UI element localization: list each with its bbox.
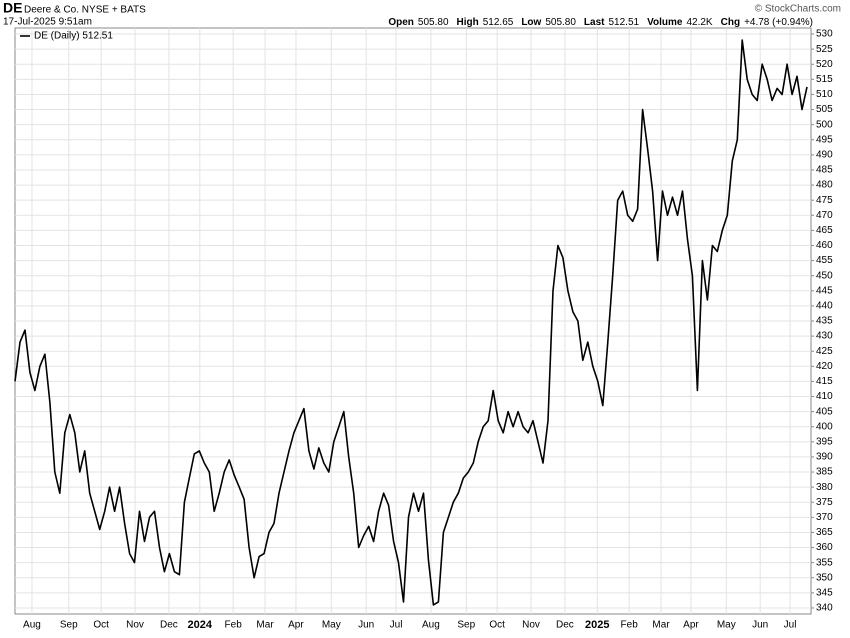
y-tick-label: 355 (816, 557, 833, 568)
y-tick-label: 390 (816, 452, 833, 463)
y-tick-label: 520 (816, 59, 833, 70)
x-tick-label: Dec (160, 620, 178, 631)
watermark: © StockCharts.com (755, 4, 841, 15)
x-tick-label: Oct (489, 620, 505, 631)
symbol: DE (3, 0, 22, 16)
x-tick-label: Aug (422, 620, 440, 631)
x-tick-label: Dec (556, 620, 574, 631)
x-tick-label: Feb (225, 620, 243, 631)
x-tick-label: Jul (390, 620, 403, 631)
quote-label: Volume (647, 17, 683, 28)
y-tick-label: 530 (816, 29, 833, 40)
y-tick-label: 385 (816, 467, 833, 478)
timestamp: 17-Jul-2025 9:51am (3, 17, 92, 28)
y-tick-label: 360 (816, 542, 833, 553)
y-tick-label: 375 (816, 497, 833, 508)
x-tick-label: Jun (752, 620, 768, 631)
quote-label: Low (521, 17, 541, 28)
quote-value: 505.80 (545, 17, 576, 28)
x-tick-label: Mar (652, 620, 670, 631)
y-tick-label: 440 (816, 301, 833, 312)
quote-label: Open (388, 17, 414, 28)
y-tick-label: 500 (816, 119, 833, 130)
price-line (14, 39, 808, 606)
quote-label: Last (584, 17, 605, 28)
x-tick-label: May (717, 620, 736, 631)
y-tick-label: 475 (816, 195, 833, 206)
x-tick-label: Nov (522, 620, 540, 631)
x-tick-label: Jun (358, 620, 374, 631)
y-tick-label: 445 (816, 285, 833, 296)
y-tick-label: 340 (816, 603, 833, 614)
y-tick-label: 400 (816, 421, 833, 432)
y-tick-label: 405 (816, 406, 833, 417)
quote-value: +4.78 (+0.94%) (744, 17, 813, 28)
x-tick-label: May (322, 620, 341, 631)
y-tick-label: 370 (816, 512, 833, 523)
y-tick-label: 470 (816, 210, 833, 221)
x-tick-label: Apr (288, 620, 304, 631)
y-tick-label: 395 (816, 436, 833, 447)
quote-label: Chg (721, 17, 740, 28)
x-tick-label: Oct (93, 620, 109, 631)
x-tick-label: Feb (621, 620, 639, 631)
quote-label: High (457, 17, 479, 28)
x-tick-label: 2024 (188, 619, 213, 631)
legend-label: DE (Daily) 512.51 (34, 31, 113, 42)
quote-value: 512.65 (483, 17, 514, 28)
y-tick-label: 495 (816, 134, 833, 145)
y-tick-label: 415 (816, 376, 833, 387)
x-tick-label: Apr (683, 620, 699, 631)
y-tick-label: 420 (816, 361, 833, 372)
x-tick-label: Mar (256, 620, 274, 631)
y-tick-label: 455 (816, 255, 833, 266)
y-tick-label: 410 (816, 391, 833, 402)
y-tick-label: 430 (816, 331, 833, 342)
y-tick-label: 345 (816, 587, 833, 598)
x-tick-label: Aug (23, 620, 41, 631)
y-tick-label: 380 (816, 482, 833, 493)
y-tick-label: 435 (816, 316, 833, 327)
x-tick-label: Nov (126, 620, 144, 631)
company: Deere & Co. NYSE + BATS (24, 5, 146, 16)
x-tick-label: Sep (60, 620, 78, 631)
quote-value: 42.2K (686, 17, 712, 28)
y-tick-label: 485 (816, 165, 833, 176)
y-tick-label: 480 (816, 180, 833, 191)
x-tick-label: Sep (457, 620, 475, 631)
y-tick-label: 350 (816, 572, 833, 583)
y-tick-label: 505 (816, 104, 833, 115)
y-tick-label: 450 (816, 270, 833, 281)
quote-value: 505.80 (418, 17, 449, 28)
y-tick-label: 510 (816, 89, 833, 100)
y-tick-label: 525 (816, 44, 833, 55)
y-tick-label: 425 (816, 346, 833, 357)
y-tick-label: 460 (816, 240, 833, 251)
y-tick-label: 365 (816, 527, 833, 538)
x-tick-label: 2025 (585, 619, 609, 631)
y-tick-label: 515 (816, 74, 833, 85)
y-tick-label: 490 (816, 150, 833, 161)
x-tick-label: Jul (784, 620, 797, 631)
y-tick-label: 465 (816, 225, 833, 236)
quote-value: 512.51 (608, 17, 639, 28)
quote: Open 505.80 High 512.65 Low 505.80 Last 512.51 V… (388, 17, 813, 28)
